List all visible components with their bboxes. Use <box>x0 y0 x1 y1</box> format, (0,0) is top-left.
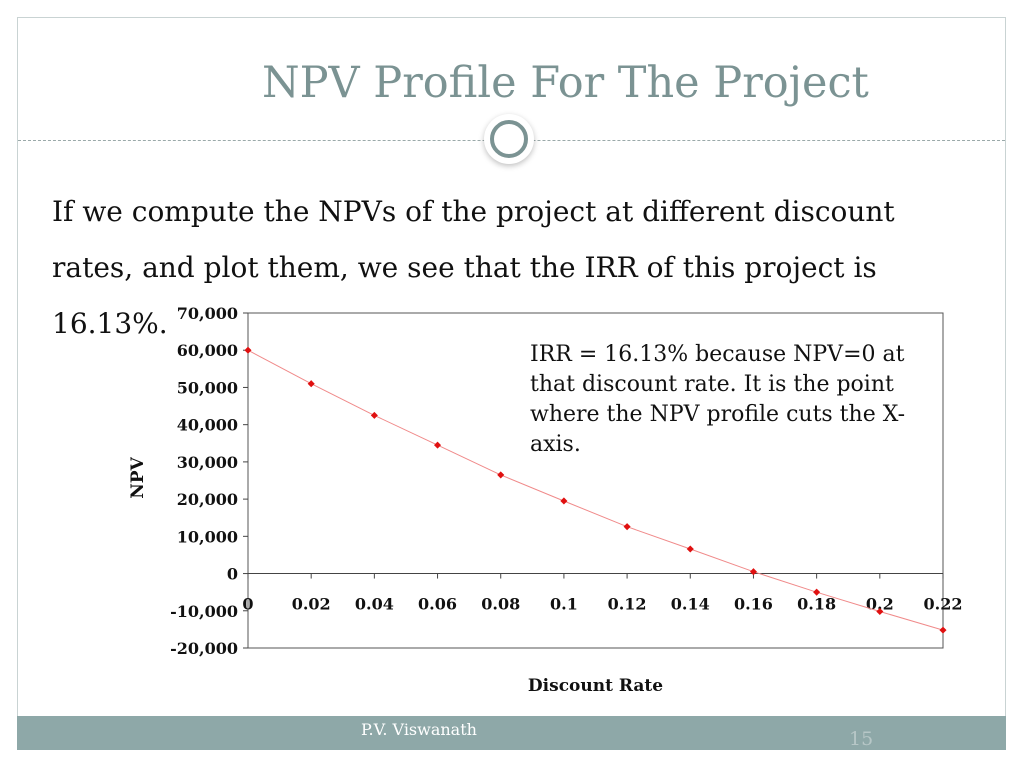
x-tick-label: 0.04 <box>355 595 394 614</box>
x-tick-label: 0.12 <box>608 595 647 614</box>
data-point <box>876 607 884 616</box>
data-point <box>370 411 378 419</box>
page-number: 15 <box>849 728 874 750</box>
y-tick-label: -20,000 <box>170 639 238 658</box>
y-tick-label: 60,000 <box>177 341 238 360</box>
data-point <box>813 588 821 596</box>
y-tick-label: 10,000 <box>177 527 238 546</box>
circle-ornament-icon <box>484 114 534 164</box>
data-point <box>244 346 252 354</box>
data-point <box>560 497 568 505</box>
data-point <box>623 523 631 531</box>
x-tick-label: 0.18 <box>797 595 836 614</box>
data-point <box>434 441 442 449</box>
footer-bar: P.V. Viswanath 15 <box>17 716 1006 750</box>
x-axis-label: Discount Rate <box>528 676 663 696</box>
x-tick-label: 0.06 <box>418 595 457 614</box>
y-tick-label: 20,000 <box>177 490 238 509</box>
y-tick-label: 30,000 <box>177 453 238 472</box>
x-tick-label: 0.22 <box>924 595 963 614</box>
data-point <box>939 626 947 634</box>
body-text: If we compute the NPVs of the project at… <box>52 195 895 340</box>
y-tick-label: 50,000 <box>177 378 238 397</box>
y-tick-label: 40,000 <box>177 416 238 435</box>
slide-title: NPV Profile For The Project <box>262 58 869 108</box>
y-tick-label: 0 <box>227 565 238 584</box>
x-tick-label: 0.1 <box>550 595 578 614</box>
data-point <box>497 471 505 479</box>
footer-author: P.V. Viswanath <box>361 720 477 739</box>
x-tick-label: 0 <box>242 595 253 614</box>
irr-annotation: IRR = 16.13% because NPV=0 at that disco… <box>530 342 906 457</box>
y-axis-label: NPV <box>128 456 148 498</box>
x-tick-label: 0.08 <box>481 595 520 614</box>
y-tick-label: 70,000 <box>177 304 238 323</box>
y-tick-label: -10,000 <box>170 602 238 621</box>
npv-chart: 70,000 60,000 50,000 40,000 30,000 20,000 10,0… <box>128 304 963 696</box>
x-tick-label: 0.16 <box>734 595 773 614</box>
data-point <box>749 568 757 576</box>
data-point <box>686 545 694 553</box>
data-point <box>307 380 315 388</box>
x-tick-label: 0.02 <box>292 595 331 614</box>
npv-trendline <box>247 349 944 631</box>
x-tick-label: 0.2 <box>866 595 894 614</box>
x-tick-label: 0.14 <box>671 595 710 614</box>
plot-area <box>247 312 944 649</box>
